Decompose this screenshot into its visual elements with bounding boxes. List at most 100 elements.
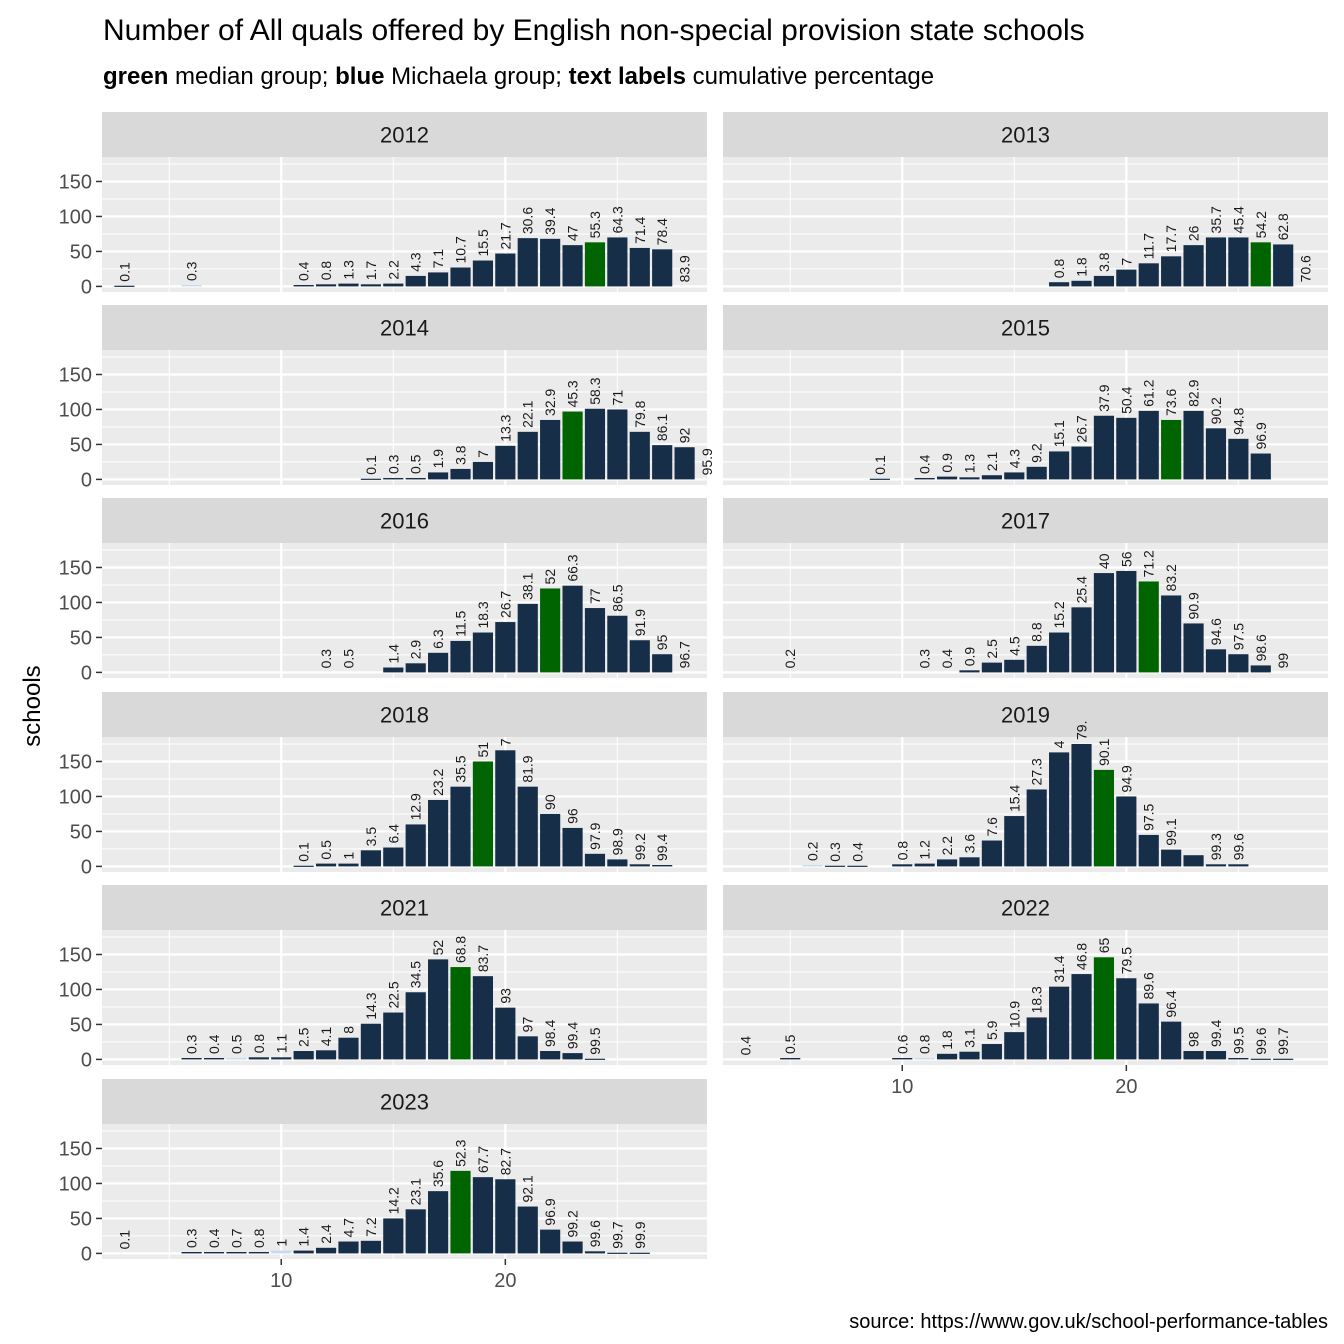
- bar: [959, 670, 980, 673]
- cumulative-label: 52: [542, 569, 558, 585]
- cumulative-label: 0.4: [917, 454, 933, 474]
- cumulative-label: 0.8: [1051, 259, 1067, 279]
- cumulative-label: 1.3: [340, 260, 356, 280]
- y-tick-label: 100: [59, 786, 92, 808]
- bar: [1205, 1051, 1227, 1060]
- cumulative-label: 1.8: [939, 1030, 955, 1050]
- bar: [607, 237, 628, 287]
- cumulative-label: 0.3: [184, 1228, 200, 1248]
- cumulative-label: 0.4: [206, 1228, 222, 1248]
- cumulative-label: 86.1: [654, 414, 670, 441]
- bar: [540, 1229, 561, 1254]
- cumulative-label: 0.7: [228, 1228, 244, 1248]
- bar: [226, 1058, 247, 1060]
- cumulative-label: 99.7: [609, 1221, 625, 1248]
- bar: [847, 865, 868, 867]
- cumulative-label: 11.7: [1141, 233, 1157, 259]
- bar: [540, 588, 561, 673]
- cumulative-label: 0.9: [939, 453, 955, 473]
- cumulative-label: 99.2: [632, 833, 648, 860]
- bar: [607, 859, 628, 867]
- cumulative-label: 1.7: [363, 261, 379, 281]
- cumulative-label: 0.9: [961, 647, 977, 667]
- bar: [495, 445, 516, 480]
- cumulative-label: 11.5: [453, 611, 469, 637]
- panel-background: [102, 1124, 707, 1259]
- cumulative-label: 13.3: [497, 414, 513, 441]
- cumulative-label: 90.9: [1186, 592, 1202, 619]
- facet-strip-label: 2014: [380, 316, 429, 341]
- facet-strip-label: 2021: [380, 896, 429, 921]
- facet-panel-2023: 2023 0 50 100 150 0.1 0.3 0.4 0.7 0.8 1 1.4 2.4 4.7 7.…: [59, 1079, 707, 1292]
- bar: [338, 283, 359, 287]
- cumulative-label: 21.7: [497, 222, 513, 249]
- facet-panel-2016: 2016 0 50 100 150 0.3 0.5 1.4 2.9 6.3 11.5 18.3 26.7…: [59, 498, 707, 684]
- bar: [1228, 237, 1249, 287]
- cumulative-label: 93: [497, 988, 513, 1004]
- bar: [517, 238, 538, 287]
- bar: [584, 242, 606, 287]
- bar: [981, 840, 1002, 867]
- cumulative-label: 55.3: [587, 211, 603, 238]
- bar: [293, 1250, 314, 1254]
- bar: [271, 1057, 292, 1060]
- cumulative-label: 0.5: [228, 1034, 244, 1054]
- bar: [1161, 849, 1182, 867]
- bar: [1161, 256, 1182, 287]
- bar: [1093, 415, 1115, 480]
- y-tick-label: 100: [59, 206, 92, 228]
- cumulative-label: 99.5: [587, 1027, 603, 1054]
- cumulative-label: 58.3: [587, 377, 603, 404]
- cumulative-label: 98: [1186, 1031, 1202, 1047]
- cumulative-label: 0.4: [206, 1034, 222, 1054]
- cumulative-label: 0.4: [939, 649, 955, 669]
- cumulative-label: 3.8: [1096, 252, 1112, 272]
- facet-strip-label: 2017: [1001, 509, 1050, 534]
- bar: [914, 863, 935, 867]
- cumulative-label: 1.4: [385, 644, 401, 664]
- bar: [517, 603, 538, 673]
- bar: [293, 285, 314, 287]
- cumulative-label: 99.1: [1163, 818, 1179, 845]
- bar: [562, 1241, 583, 1254]
- y-tick-label: 50: [70, 434, 92, 456]
- x-tick-label: 10: [270, 1270, 292, 1292]
- bar: [203, 1252, 225, 1254]
- facet-strip-label: 2019: [1001, 703, 1050, 728]
- bar: [629, 1252, 650, 1254]
- cumulative-label: 7.2: [363, 1217, 379, 1237]
- facet-strip-label: 2023: [380, 1090, 429, 1115]
- cumulative-label: 2.1: [984, 452, 1000, 472]
- subtitle-part: text labels: [569, 63, 686, 90]
- cumulative-label: 7: [497, 738, 513, 746]
- cumulative-label: 4.5: [1006, 636, 1022, 656]
- bar: [248, 1057, 269, 1060]
- bar: [959, 1051, 980, 1060]
- cumulative-label: 4.7: [340, 1218, 356, 1238]
- bar: [248, 1252, 269, 1254]
- bar: [360, 478, 381, 480]
- bar: [1138, 410, 1159, 480]
- bar: [1093, 957, 1115, 1060]
- bar: [584, 1058, 606, 1060]
- panel-background: [723, 737, 1328, 872]
- cumulative-label: 99.4: [654, 834, 670, 861]
- bar: [360, 1023, 381, 1060]
- bar: [1205, 237, 1227, 287]
- y-tick-label: 0: [81, 276, 92, 298]
- cumulative-label: 3.6: [961, 834, 977, 854]
- bar: [652, 445, 673, 480]
- cumulative-label: 95: [654, 634, 670, 650]
- y-tick-label: 100: [59, 1173, 92, 1195]
- bar: [1205, 649, 1227, 673]
- bar: [1093, 769, 1115, 867]
- bar: [1138, 834, 1159, 867]
- cumulative-label: 83.2: [1163, 564, 1179, 591]
- cumulative-label: 73.6: [1163, 388, 1179, 415]
- facet-strip: [723, 112, 1328, 157]
- cumulative-label: 4.3: [1006, 449, 1022, 469]
- cumulative-label: 67.7: [475, 1146, 491, 1173]
- bar: [540, 813, 561, 867]
- cumulative-label: 2.9: [408, 640, 424, 660]
